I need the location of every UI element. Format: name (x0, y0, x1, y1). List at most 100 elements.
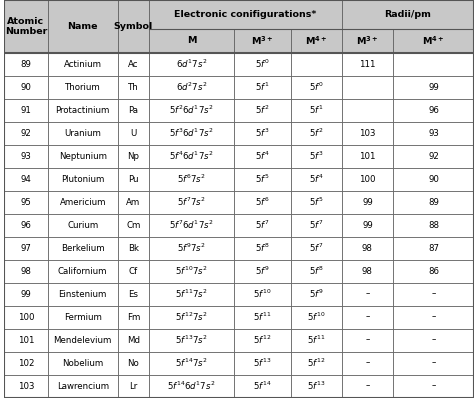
Bar (118, 306, 149, 329)
Bar (4, 375, 47, 398)
Bar (118, 121, 149, 144)
Bar (235, 121, 291, 144)
Bar (149, 236, 235, 259)
Bar (393, 214, 474, 236)
Bar (118, 375, 149, 398)
Text: $5f^{12}$: $5f^{12}$ (254, 334, 272, 346)
Text: –: – (365, 290, 370, 298)
Bar (235, 53, 291, 76)
Text: $5f^{3}$: $5f^{3}$ (255, 127, 270, 139)
Text: 89: 89 (20, 60, 31, 68)
Bar (291, 53, 342, 76)
Bar (149, 375, 235, 398)
Bar (4, 144, 47, 168)
Bar (235, 306, 291, 329)
Bar (47, 99, 118, 121)
Bar (342, 191, 393, 214)
Text: U: U (130, 129, 137, 138)
Bar (4, 121, 47, 144)
Bar (393, 144, 474, 168)
Bar (118, 0, 149, 53)
Text: 89: 89 (428, 197, 439, 207)
Text: –: – (431, 382, 436, 390)
Bar (393, 121, 474, 144)
Text: 90: 90 (20, 82, 31, 92)
Text: Actinium: Actinium (64, 60, 102, 68)
Bar (291, 283, 342, 306)
Text: 86: 86 (428, 267, 439, 275)
Text: –: – (431, 290, 436, 298)
Text: $5f^{2}$: $5f^{2}$ (255, 104, 270, 116)
Text: Mendelevium: Mendelevium (54, 336, 112, 345)
Text: 98: 98 (362, 244, 373, 253)
Text: $5f^{3}$: $5f^{3}$ (309, 150, 323, 162)
Bar (291, 214, 342, 236)
Text: –: – (365, 359, 370, 368)
Bar (47, 121, 118, 144)
Text: Cf: Cf (129, 267, 138, 275)
Text: $5f^{3}6d^{1}7s^{2}$: $5f^{3}6d^{1}7s^{2}$ (169, 127, 214, 139)
Bar (4, 53, 47, 76)
Bar (235, 191, 291, 214)
Bar (342, 76, 393, 99)
Text: 101: 101 (18, 336, 34, 345)
Text: $\mathbf{M^{3+}}$: $\mathbf{M^{3+}}$ (356, 34, 379, 47)
Bar (342, 0, 474, 29)
Bar (235, 375, 291, 398)
Bar (4, 236, 47, 259)
Bar (149, 144, 235, 168)
Bar (149, 351, 235, 375)
Bar (291, 191, 342, 214)
Bar (291, 236, 342, 259)
Text: Neptunium: Neptunium (59, 152, 107, 160)
Text: $5f^{0}$: $5f^{0}$ (255, 58, 270, 70)
Text: 111: 111 (359, 60, 375, 68)
Text: 93: 93 (20, 152, 31, 160)
Bar (342, 283, 393, 306)
Text: $5f^{1}$: $5f^{1}$ (309, 104, 323, 116)
Text: $5f^{12}$: $5f^{12}$ (307, 357, 325, 369)
Bar (47, 236, 118, 259)
Text: $5f^{2}6d^{1}7s^{2}$: $5f^{2}6d^{1}7s^{2}$ (169, 104, 214, 116)
Text: –: – (365, 382, 370, 390)
Bar (118, 99, 149, 121)
Text: –: – (365, 312, 370, 322)
Bar (4, 283, 47, 306)
Text: 99: 99 (362, 220, 373, 230)
Text: $\mathbf{M^{4+}}$: $\mathbf{M^{4+}}$ (305, 34, 328, 47)
Text: $5f^{0}$: $5f^{0}$ (309, 81, 323, 93)
Text: Lawrencium: Lawrencium (57, 382, 109, 390)
Text: –: – (431, 359, 436, 368)
Bar (149, 283, 235, 306)
Bar (291, 259, 342, 283)
Bar (393, 306, 474, 329)
Text: Name: Name (67, 22, 98, 31)
Text: $5f^{2}$: $5f^{2}$ (309, 127, 323, 139)
Bar (4, 351, 47, 375)
Bar (291, 76, 342, 99)
Text: $5f^{11}7s^{2}$: $5f^{11}7s^{2}$ (175, 288, 208, 300)
Bar (4, 306, 47, 329)
Text: $5f^{5}$: $5f^{5}$ (309, 196, 323, 208)
Bar (118, 259, 149, 283)
Text: Symbol: Symbol (114, 22, 153, 31)
Text: $5f^{7}$: $5f^{7}$ (309, 242, 323, 254)
Bar (342, 99, 393, 121)
Bar (342, 144, 393, 168)
Text: $5f^{10}$: $5f^{10}$ (307, 311, 325, 323)
Bar (4, 0, 47, 53)
Text: 90: 90 (428, 175, 439, 183)
Bar (342, 329, 393, 351)
Bar (4, 76, 47, 99)
Text: Bk: Bk (128, 244, 139, 253)
Bar (291, 375, 342, 398)
Text: 91: 91 (20, 105, 31, 115)
Bar (342, 306, 393, 329)
Text: $5f^{13}$: $5f^{13}$ (254, 357, 272, 369)
Bar (118, 144, 149, 168)
Bar (291, 329, 342, 351)
Bar (393, 99, 474, 121)
Bar (393, 283, 474, 306)
Bar (4, 214, 47, 236)
Bar (291, 144, 342, 168)
